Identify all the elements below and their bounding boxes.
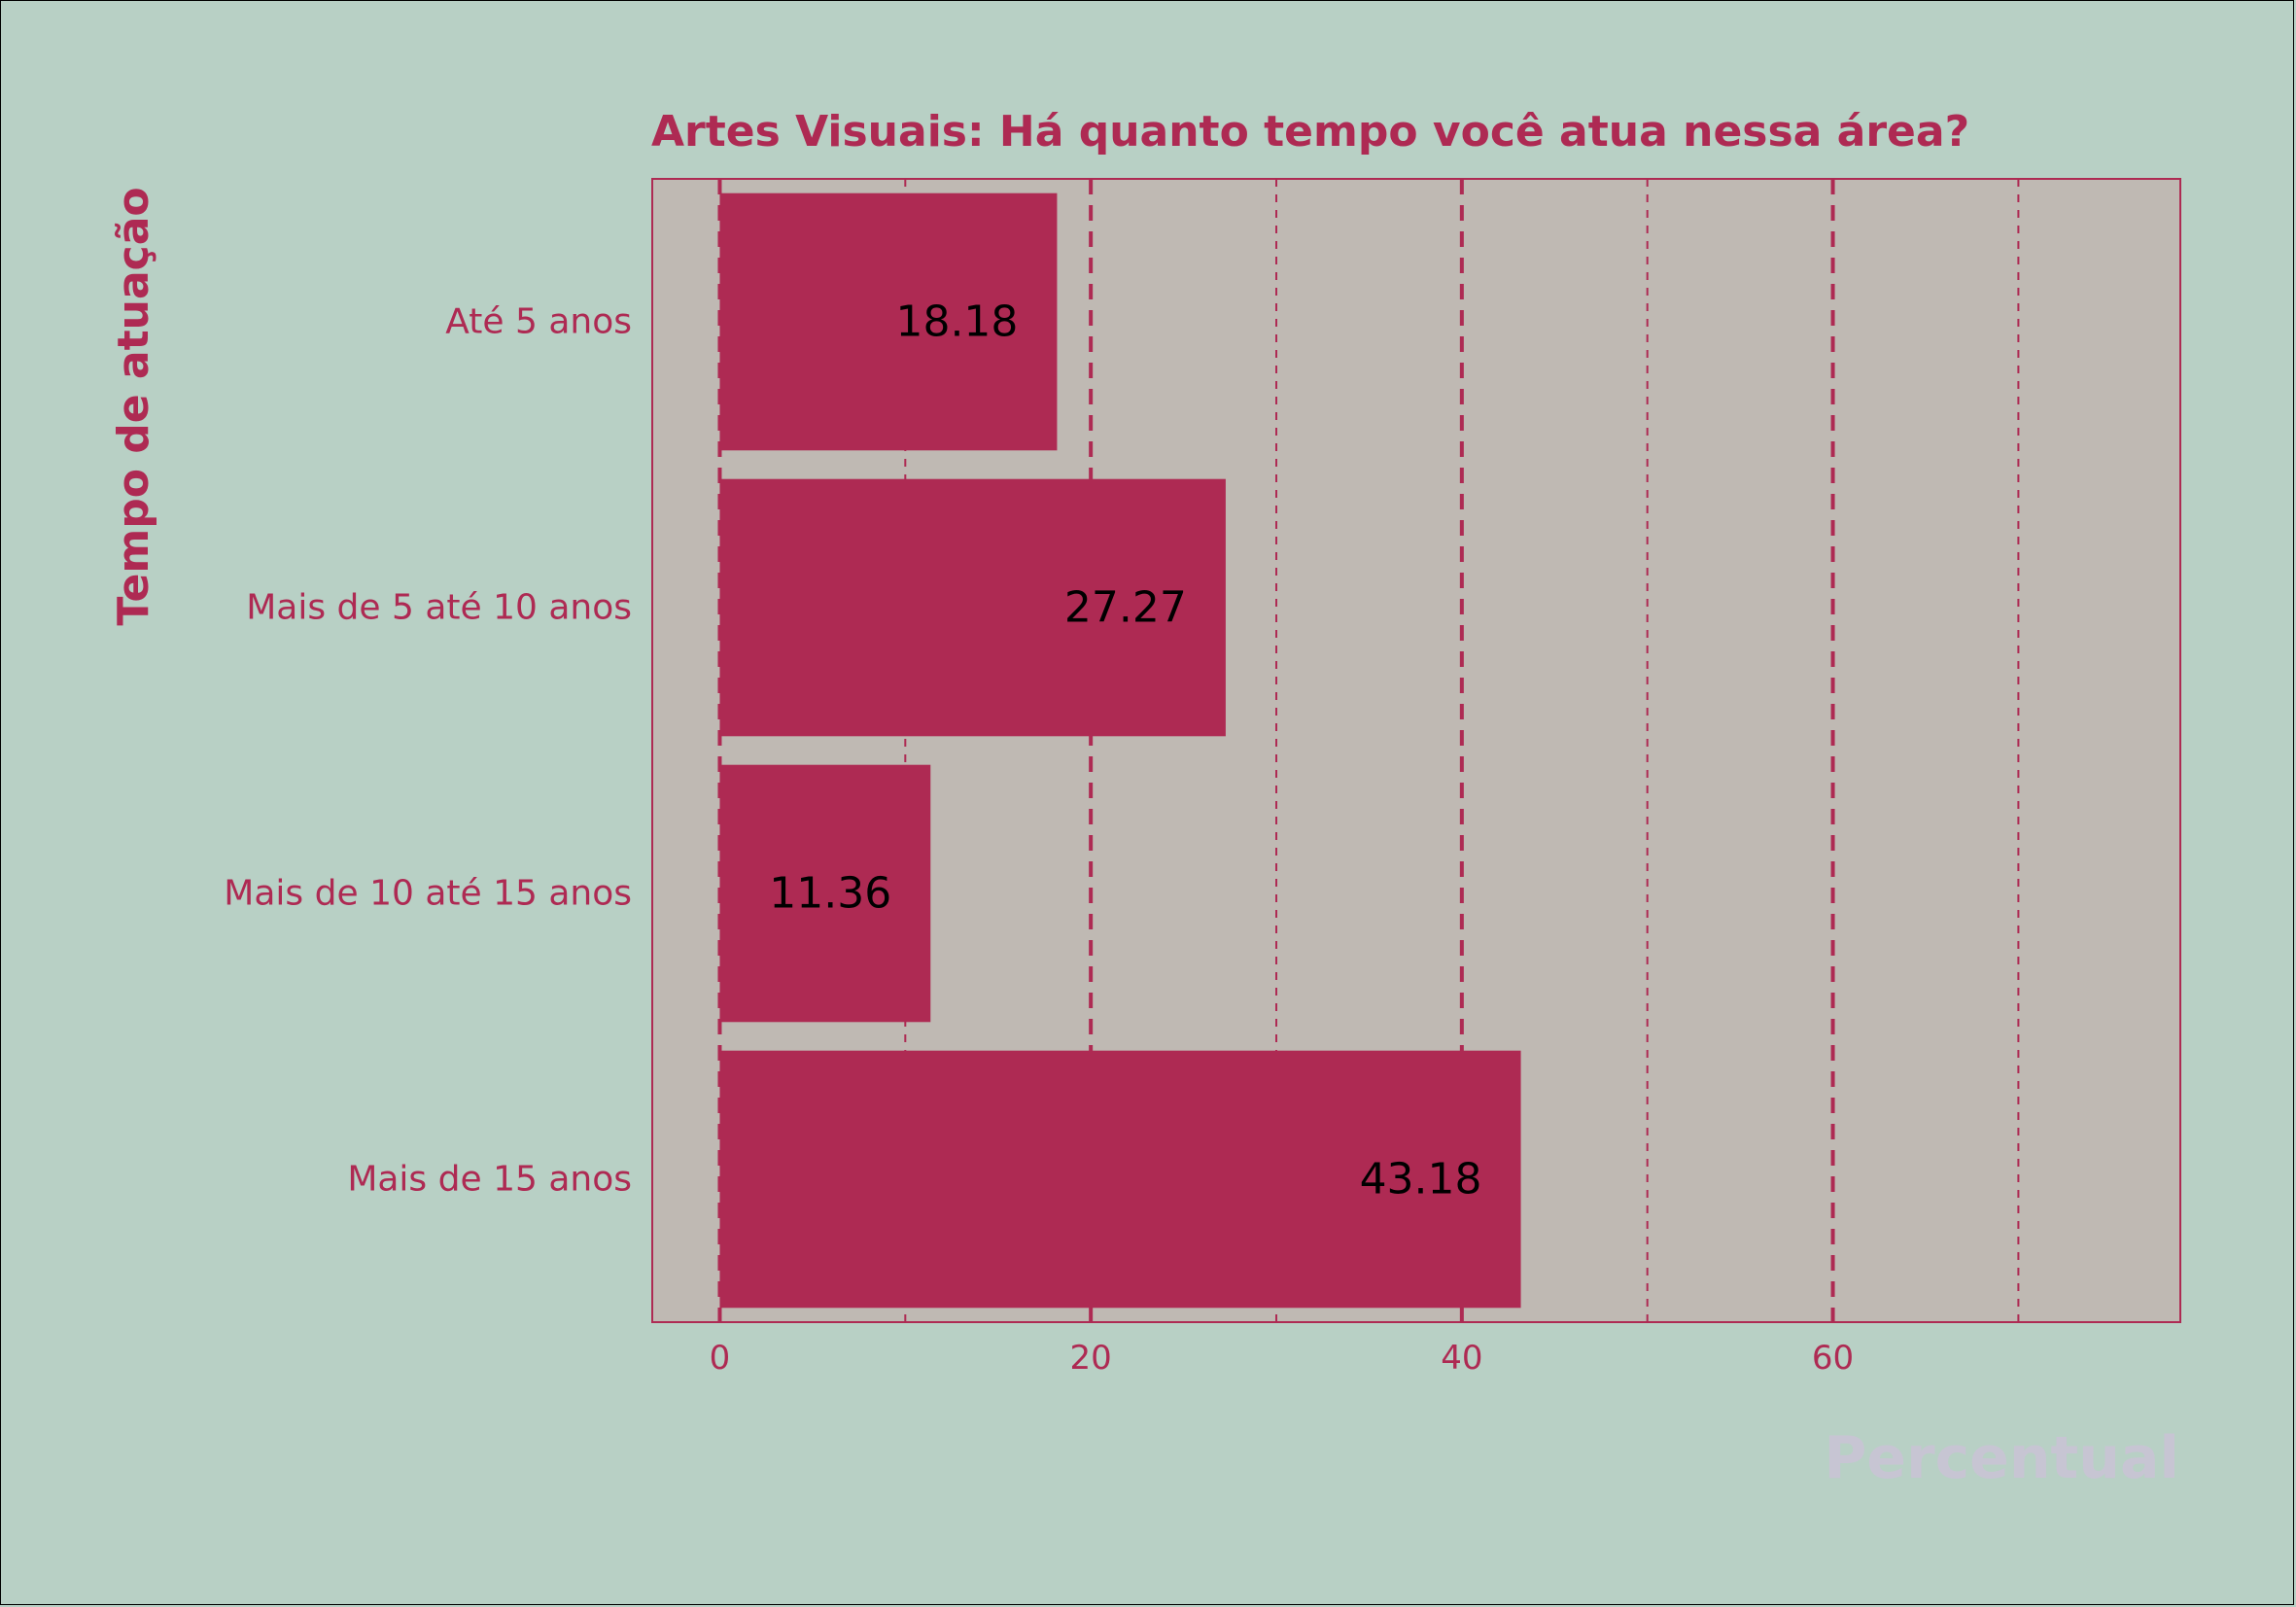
bar-value-label: 27.27 bbox=[1064, 583, 1187, 633]
x-tick-label: 0 bbox=[710, 1339, 731, 1378]
bar-value-label: 43.18 bbox=[1360, 1155, 1482, 1205]
x-tick-label: 40 bbox=[1441, 1339, 1482, 1378]
bar bbox=[719, 1050, 1521, 1309]
category-labels: Até 5 anos Mais de 5 até 10 anos Mais de 1… bbox=[224, 302, 632, 1200]
bar bbox=[719, 764, 931, 1023]
bar bbox=[719, 192, 1058, 451]
bar bbox=[719, 478, 1226, 737]
value-labels: 18.18 27.27 11.36 43.18 bbox=[769, 297, 1481, 1205]
category-label: Mais de 15 anos bbox=[347, 1160, 632, 1200]
bar-value-label: 18.18 bbox=[895, 297, 1018, 347]
x-tick-label: 20 bbox=[1070, 1339, 1112, 1378]
category-label: Até 5 anos bbox=[445, 302, 632, 342]
x-tick-labels: 0 20 40 60 bbox=[710, 1339, 1855, 1378]
chart-title: Artes Visuais: Há quanto tempo você atua… bbox=[651, 107, 1969, 157]
bars bbox=[719, 192, 1521, 1309]
y-axis-label: Tempo de atuação bbox=[109, 187, 158, 625]
x-tick-label: 60 bbox=[1812, 1339, 1854, 1378]
x-axis-label: Percentual bbox=[1824, 1424, 2179, 1492]
bar-value-label: 11.36 bbox=[769, 869, 891, 919]
category-label: Mais de 10 até 15 anos bbox=[224, 874, 632, 914]
plot-border bbox=[651, 178, 2181, 1323]
category-label: Mais de 5 até 10 anos bbox=[246, 588, 632, 628]
